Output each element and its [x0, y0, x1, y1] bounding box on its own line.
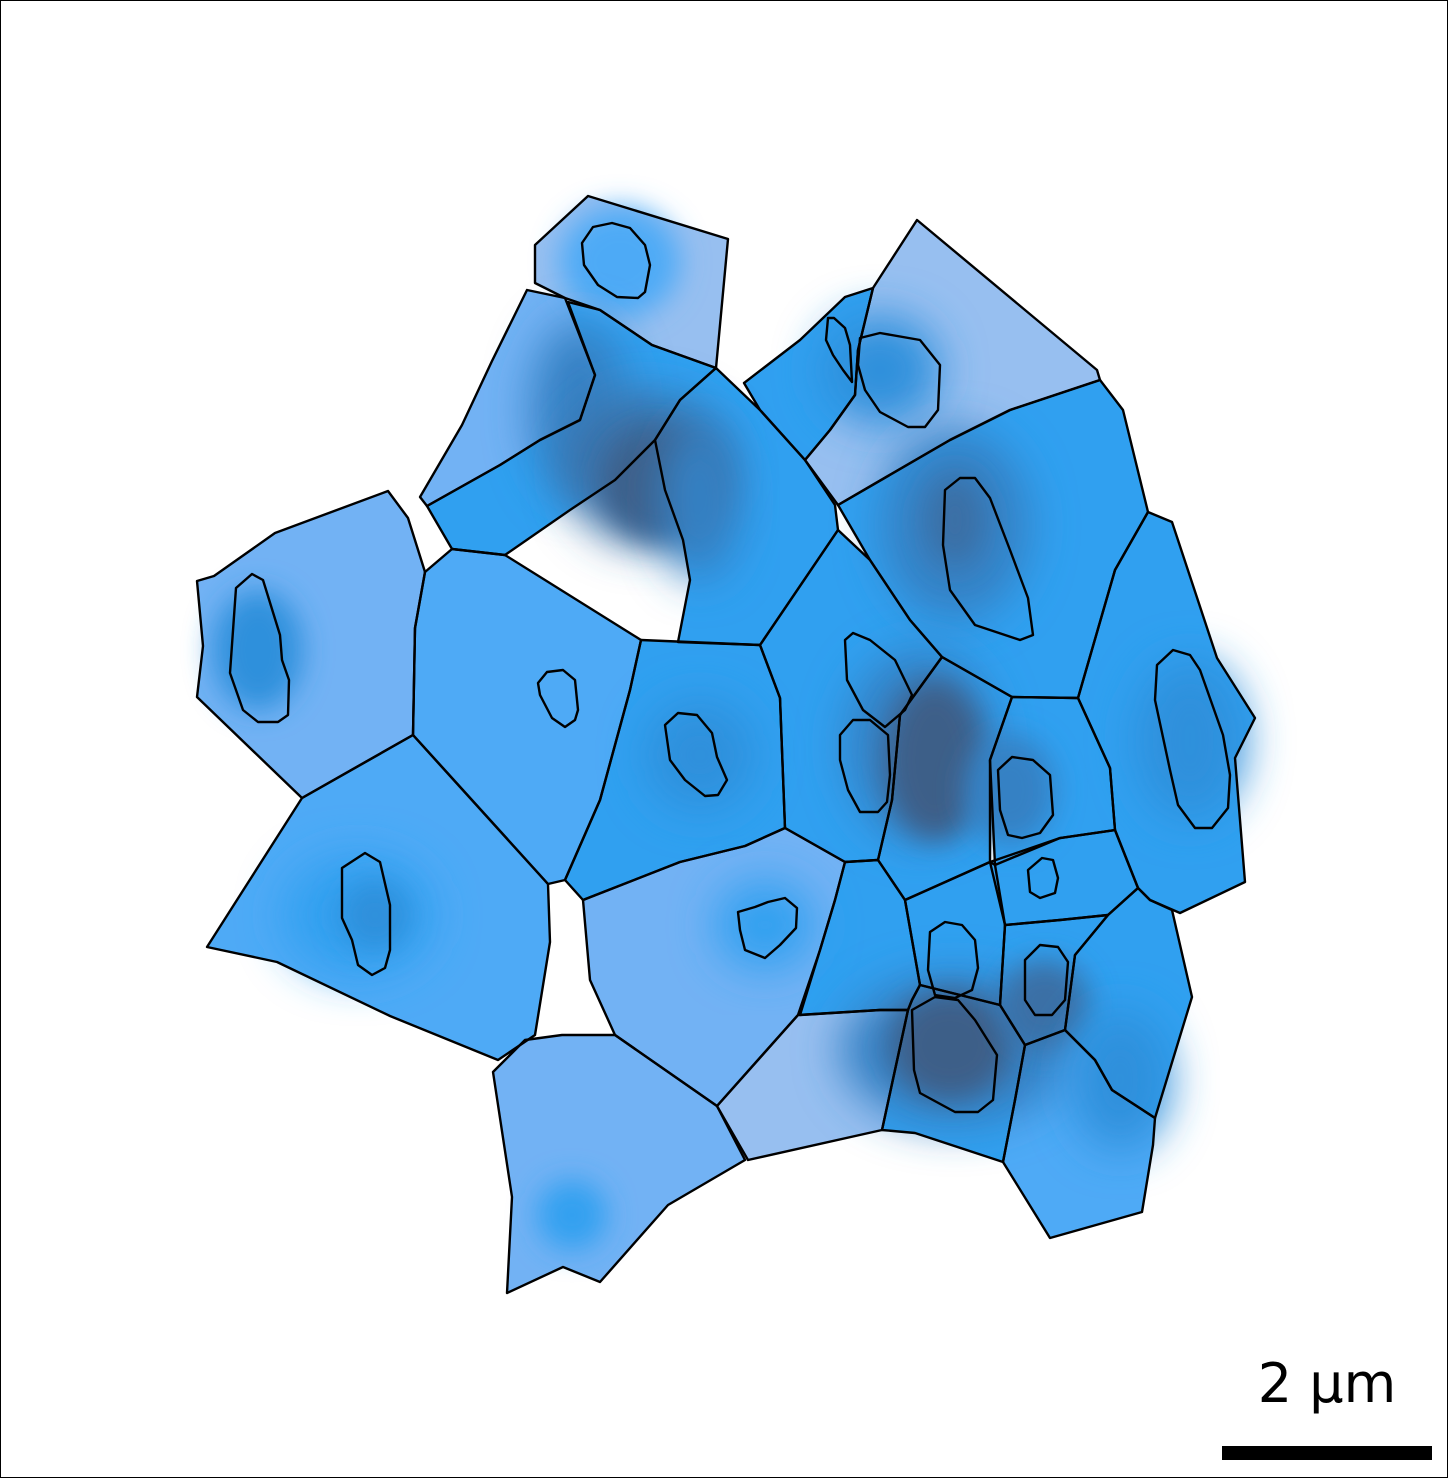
cell-fill [990, 830, 1138, 925]
nucleus-outline [580, 221, 652, 300]
nucleus-outline [736, 896, 799, 960]
scale-bar-label: 2 µm [1257, 1352, 1397, 1415]
cell-fill [905, 862, 1005, 1005]
density-hotspot [890, 990, 1010, 1100]
nucleus-outline [228, 572, 291, 724]
nucleus-outline [843, 631, 914, 729]
nucleus-outline [1026, 856, 1060, 900]
scale-bar [1222, 1446, 1432, 1460]
cell-fill [760, 530, 942, 862]
cell-outlines [195, 194, 1257, 1295]
nucleus-outline [996, 755, 1055, 840]
nucleus-outline [663, 711, 729, 798]
nucleus-outline [910, 995, 999, 1114]
nucleus-outline [856, 331, 942, 429]
density-hotspot [213, 590, 303, 710]
nucleus-outline [1153, 648, 1232, 830]
cell-fill [413, 549, 641, 884]
density-hotspot [660, 420, 740, 580]
cell-fill [800, 860, 920, 1015]
density-hotspot [560, 207, 680, 317]
nucleus-outline [824, 316, 854, 384]
density-hotspot [340, 880, 410, 950]
density-hotspot [645, 700, 755, 810]
density-hotspot [965, 735, 1055, 845]
nucleus-outline [838, 718, 892, 814]
cell-outline [425, 300, 718, 557]
density-hotspot [885, 680, 985, 840]
cell-fill [805, 220, 1100, 505]
cell-fill [197, 491, 425, 798]
nucleus-outline [926, 920, 980, 1000]
density-hotspot [925, 475, 985, 565]
nucleus-outline [340, 851, 392, 977]
nucleus-outline [941, 476, 1035, 642]
density-hotspot [537, 1180, 607, 1250]
density-hotspots [213, 207, 1245, 1250]
cell-outline [491, 1033, 747, 1295]
density-hotspot [1070, 1010, 1170, 1150]
nucleus-outline [1023, 943, 1070, 1017]
density-hotspot [1135, 660, 1245, 820]
density-hotspot [820, 315, 940, 425]
nucleus-outlines [228, 221, 1232, 1114]
nucleus-outline [536, 668, 580, 729]
cell-outline [1001, 1028, 1157, 1240]
